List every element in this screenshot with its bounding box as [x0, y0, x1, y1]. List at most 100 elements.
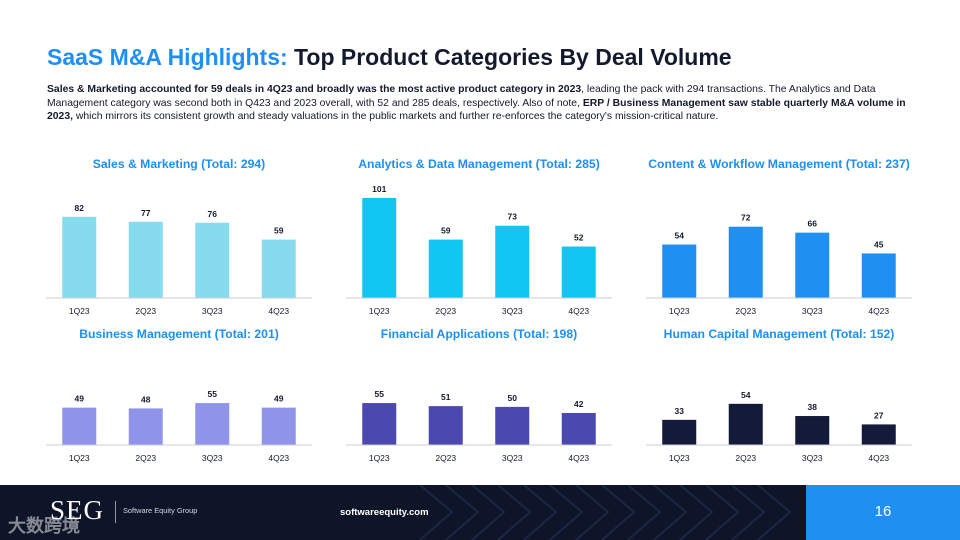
- x-tick-label: 3Q23: [802, 306, 823, 316]
- data-label: 49: [274, 394, 284, 404]
- bar: [662, 419, 697, 445]
- bar: [362, 198, 397, 298]
- data-label: 76: [208, 209, 218, 219]
- x-tick-label: 4Q23: [568, 306, 589, 316]
- bar: [561, 246, 596, 298]
- x-tick-label: 1Q23: [669, 453, 690, 463]
- x-tick-label: 2Q23: [435, 453, 456, 463]
- x-tick-label: 1Q23: [69, 453, 90, 463]
- seg-logo-subtitle: Software Equity Group: [123, 506, 198, 515]
- bar: [261, 239, 296, 298]
- chart-svg: 33 1Q23 54 2Q23 38 3Q23 27 4Q23: [646, 390, 912, 463]
- chart-svg: 101 1Q23 59 2Q23 73 3Q23 52 4Q23: [346, 184, 612, 316]
- bar: [195, 222, 230, 298]
- data-label: 27: [874, 410, 884, 420]
- chart-svg: 49 1Q23 48 2Q23 55 3Q23 49 4Q23: [46, 389, 312, 463]
- data-label: 59: [441, 226, 451, 236]
- intro-paragraph: Sales & Marketing accounted for 59 deals…: [47, 83, 915, 124]
- seg-logo: SEG: [50, 495, 105, 525]
- intro-text-2: which mirrors its consistent growth and …: [73, 111, 719, 123]
- chart-svg: 82 1Q23 77 2Q23 76 3Q23 59 4Q23: [46, 203, 312, 316]
- data-label: 49: [75, 394, 85, 404]
- data-label: 48: [141, 394, 151, 404]
- website-link[interactable]: softwareequity.com: [340, 507, 429, 518]
- bar: [362, 403, 397, 445]
- x-tick-label: 3Q23: [502, 453, 523, 463]
- x-tick-label: 1Q23: [69, 306, 90, 316]
- bar: [561, 412, 596, 445]
- chart-svg: 55 1Q23 51 2Q23 50 3Q23 42 4Q23: [346, 389, 612, 463]
- x-tick-label: 2Q23: [435, 306, 456, 316]
- data-label: 82: [75, 203, 85, 213]
- bar: [728, 226, 763, 298]
- bar: [795, 232, 830, 298]
- bar: [62, 407, 97, 445]
- page-title: SaaS M&A Highlights: Top Product Categor…: [47, 44, 732, 71]
- chart-title: Business Management (Total: 201): [79, 327, 279, 341]
- data-label: 66: [808, 219, 818, 229]
- x-tick-label: 2Q23: [735, 453, 756, 463]
- page-number: 16: [874, 503, 892, 520]
- chevron-pattern: [419, 485, 792, 540]
- chart-human-capital-management: Human Capital Management (Total: 152) 33…: [640, 327, 918, 472]
- bar: [128, 221, 163, 298]
- data-label: 55: [375, 389, 385, 399]
- bar: [662, 244, 697, 298]
- x-tick-label: 2Q23: [735, 306, 756, 316]
- bar: [62, 216, 97, 298]
- data-label: 55: [208, 389, 218, 399]
- bar: [428, 239, 463, 298]
- data-label: 59: [274, 226, 284, 236]
- data-label: 54: [741, 390, 751, 400]
- page-title-accent: SaaS M&A Highlights:: [47, 44, 288, 70]
- data-label: 73: [508, 212, 518, 222]
- data-label: 52: [574, 233, 584, 243]
- x-tick-label: 4Q23: [868, 453, 889, 463]
- data-label: 42: [574, 399, 584, 409]
- data-label: 38: [808, 402, 818, 412]
- bar: [861, 253, 896, 298]
- chart-title: Sales & Marketing (Total: 294): [92, 157, 266, 171]
- x-tick-label: 4Q23: [568, 453, 589, 463]
- x-tick-label: 1Q23: [369, 306, 390, 316]
- x-tick-label: 4Q23: [268, 306, 289, 316]
- bar: [728, 403, 763, 445]
- chart-business-management: Business Management (Total: 201) 49 1Q23 4…: [40, 327, 318, 472]
- chart-svg: 54 1Q23 72 2Q23 66 3Q23 45 4Q23: [646, 213, 912, 316]
- x-tick-label: 4Q23: [268, 453, 289, 463]
- chart-title: Content & Workflow Management (Total: 23…: [648, 157, 910, 171]
- footer-bar: SEG Software Equity Group softwareequity…: [0, 485, 960, 540]
- bar: [861, 424, 896, 445]
- data-label: 101: [372, 184, 386, 194]
- x-tick-label: 3Q23: [502, 306, 523, 316]
- data-label: 51: [441, 392, 451, 402]
- watermark: 大数跨境: [8, 516, 80, 536]
- x-tick-label: 3Q23: [202, 306, 223, 316]
- bar: [495, 225, 530, 298]
- x-tick-label: 2Q23: [135, 306, 156, 316]
- intro-text-1: , leading the pack with 294 transactions…: [47, 84, 876, 109]
- x-tick-label: 1Q23: [369, 453, 390, 463]
- intro-bold-1: Sales & Marketing accounted for 59 deals…: [47, 84, 582, 95]
- data-label: 33: [675, 406, 685, 416]
- x-tick-label: 4Q23: [868, 306, 889, 316]
- bar: [495, 406, 530, 445]
- data-label: 72: [741, 213, 751, 223]
- data-label: 50: [508, 393, 518, 403]
- x-tick-label: 3Q23: [802, 453, 823, 463]
- bar: [128, 408, 163, 445]
- page-title-rest: Top Product Categories By Deal Volume: [287, 44, 732, 70]
- chart-title: Human Capital Management (Total: 152): [663, 327, 895, 341]
- logo-divider: [115, 501, 116, 523]
- page-number-box: 16: [806, 485, 960, 540]
- chart-financial-applications: Financial Applications (Total: 198) 55 1Q…: [340, 327, 618, 472]
- data-label: 77: [141, 208, 151, 218]
- chart-content-workflow-management: Content & Workflow Management (Total: 23…: [640, 157, 918, 322]
- intro-bold-2: ERP / Business Management saw stable qua…: [47, 97, 906, 123]
- data-label: 54: [675, 231, 685, 241]
- x-tick-label: 1Q23: [669, 306, 690, 316]
- data-label: 45: [874, 239, 884, 249]
- bar: [261, 407, 296, 445]
- chart-title: Financial Applications (Total: 198): [380, 327, 578, 341]
- chart-analytics-data-management: Analytics & Data Management (Total: 285)…: [340, 157, 618, 322]
